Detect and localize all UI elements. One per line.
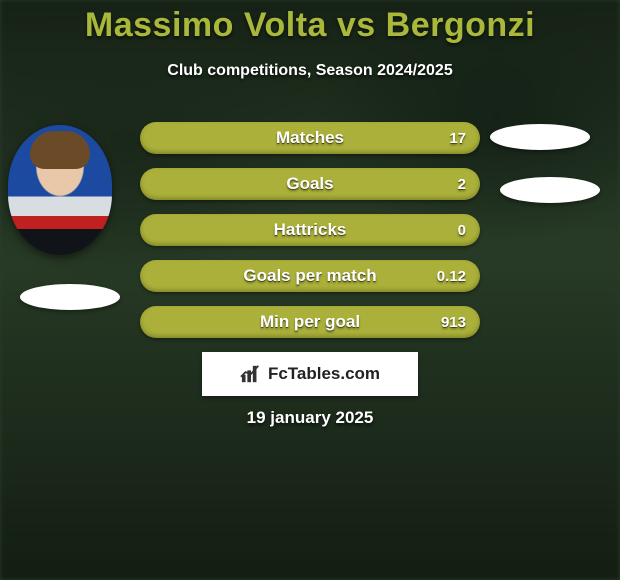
player-left-name-oval bbox=[20, 284, 120, 310]
stat-bar-value: 913 bbox=[441, 306, 466, 338]
player-left-avatar bbox=[8, 125, 112, 255]
stat-bar-value: 2 bbox=[458, 168, 466, 200]
chart-icon bbox=[240, 364, 262, 384]
stat-bar: Matches17 bbox=[140, 122, 480, 154]
date-label: 19 january 2025 bbox=[0, 408, 620, 428]
stat-bar: Hattricks0 bbox=[140, 214, 480, 246]
watermark-box: FcTables.com bbox=[202, 352, 418, 396]
stat-bar-value: 17 bbox=[449, 122, 466, 154]
stat-bar-label: Hattricks bbox=[140, 214, 480, 246]
stat-bar-value: 0.12 bbox=[437, 260, 466, 292]
stat-bar: Goals per match0.12 bbox=[140, 260, 480, 292]
stat-bar-label: Min per goal bbox=[140, 306, 480, 338]
subtitle: Club competitions, Season 2024/2025 bbox=[0, 62, 620, 80]
stat-bars: Matches17 Goals2 Hattricks0 Goals per match… bbox=[140, 122, 480, 352]
watermark-text: FcTables.com bbox=[268, 364, 380, 384]
infographic-root: Massimo Volta vs Bergonzi Club competiti… bbox=[0, 0, 620, 580]
stat-bar-label: Goals per match bbox=[140, 260, 480, 292]
stat-bar-label: Matches bbox=[140, 122, 480, 154]
player-right-name-oval-2 bbox=[500, 177, 600, 203]
page-title: Massimo Volta vs Bergonzi bbox=[0, 6, 620, 45]
stat-bar: Goals2 bbox=[140, 168, 480, 200]
player-right-name-oval-1 bbox=[490, 124, 590, 150]
stat-bar-value: 0 bbox=[458, 214, 466, 246]
stat-bar: Min per goal913 bbox=[140, 306, 480, 338]
stat-bar-label: Goals bbox=[140, 168, 480, 200]
